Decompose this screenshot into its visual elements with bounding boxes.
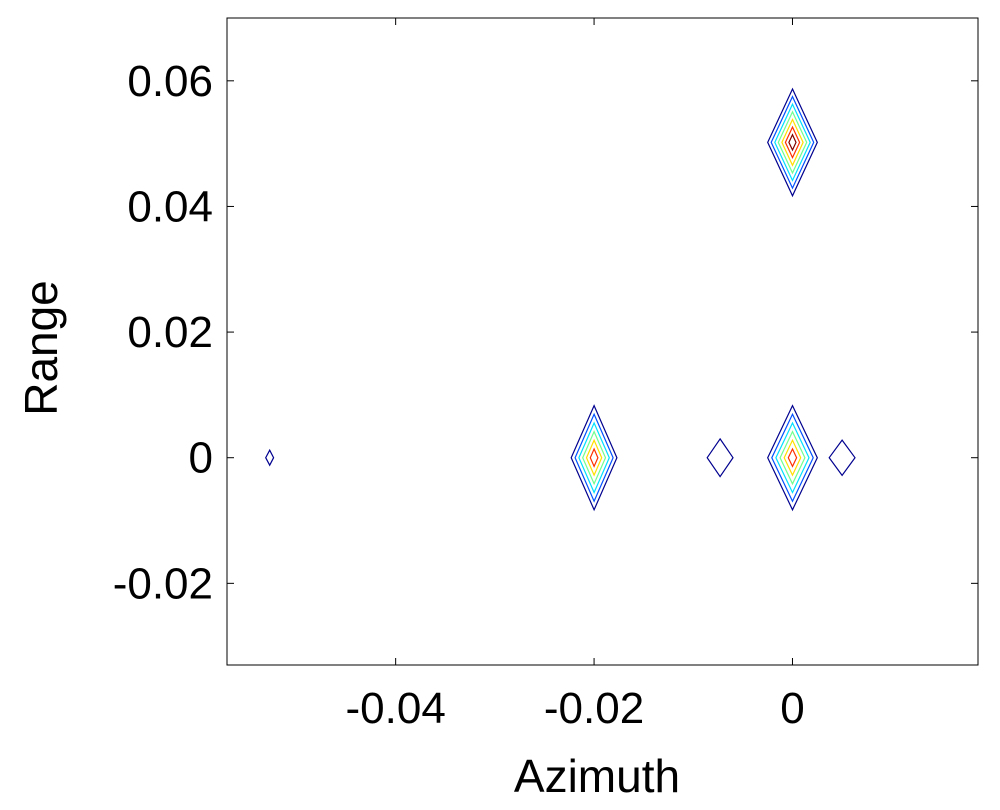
contour-peak-1-level-1 xyxy=(767,87,818,198)
contour-peak-2-level-3 xyxy=(578,421,610,494)
contour-peak-1-level-4 xyxy=(777,110,808,175)
x-tick-label: 0 xyxy=(780,684,804,733)
y-tick-label: 0.06 xyxy=(127,57,213,106)
contour-peak-2-level-2 xyxy=(574,412,614,503)
contour-peak-2-level-5 xyxy=(585,438,603,477)
x-tick-label: -0.04 xyxy=(346,684,446,733)
x-tick-label: -0.02 xyxy=(544,684,644,733)
contour-peak-3-level-1 xyxy=(767,404,818,512)
y-tick-label: 0.02 xyxy=(127,308,213,357)
contour-layer xyxy=(265,87,856,512)
tick-layer: -0.04 -0.02 0 -0.02 0 0.02 0.04 0.06 xyxy=(113,18,978,733)
contour-peak-3-level-3 xyxy=(775,421,810,494)
contour-peak-3-level-4 xyxy=(779,430,806,486)
contour-peak-5-level-1 xyxy=(828,439,856,477)
contour-peak-2-level-6 xyxy=(589,447,599,468)
y-axis-label: Range xyxy=(15,280,67,416)
contour-peak-1-level-7 xyxy=(788,133,797,152)
plot-area xyxy=(226,17,979,666)
contour-peak-2-level-1 xyxy=(570,404,618,512)
y-tick-label: -0.02 xyxy=(113,559,213,608)
x-axis-label: Azimuth xyxy=(514,750,680,802)
contour-peak-3-level-2 xyxy=(771,412,814,503)
contour-peak-1-level-6 xyxy=(784,125,801,160)
contour-peak-3-level-5 xyxy=(783,438,802,477)
contour-peak-4-level-1 xyxy=(706,437,734,478)
contour-peak-1-level-2 xyxy=(770,95,815,190)
y-tick-label: 0.04 xyxy=(127,182,213,231)
contour-peak-1-level-5 xyxy=(781,118,804,167)
contour-peak-3-level-6 xyxy=(787,447,798,468)
contour-peak-6-level-1 xyxy=(265,448,275,467)
contour-peak-2-level-4 xyxy=(582,430,607,486)
y-tick-label: 0 xyxy=(189,434,213,483)
contour-peak-1-level-3 xyxy=(774,102,811,182)
